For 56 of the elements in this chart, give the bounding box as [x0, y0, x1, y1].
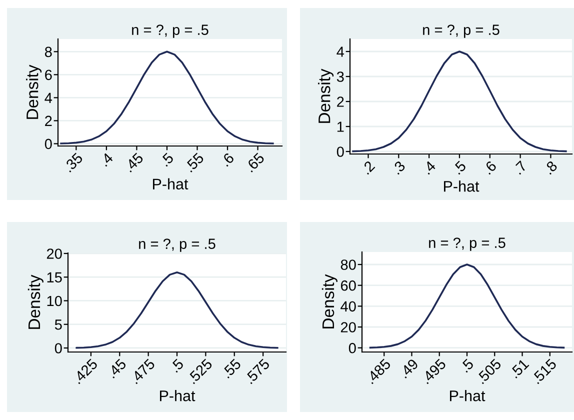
y-axis-title: Density: [26, 64, 42, 119]
x-tick-label: .65: [244, 152, 265, 173]
x-tick-label: .5: [460, 358, 474, 373]
chart-title: n = ?, p = .5: [132, 24, 208, 38]
x-tick-label: .45: [106, 358, 127, 379]
y-tick-label: 4: [44, 92, 52, 103]
y-tick-label: 0: [348, 342, 356, 354]
line-series: [60, 50, 274, 144]
line-series: [76, 271, 278, 349]
x-tick-label: .45: [124, 152, 144, 173]
y-tick-label: 8: [44, 46, 52, 58]
y-tick-label: 0: [336, 146, 344, 157]
line-series: [369, 264, 565, 349]
y-axis-title: Density: [28, 274, 44, 329]
x-tick-label: .55: [184, 152, 204, 173]
y-axis-title: Density: [322, 274, 338, 328]
x-tick-label: .49: [398, 358, 419, 379]
x-tick-label: .6: [220, 152, 235, 167]
y-tick-label: 0: [44, 138, 52, 150]
y-tick-label: 1: [337, 122, 344, 132]
line-series: [352, 50, 567, 152]
y-tick-label: 2: [337, 96, 344, 107]
x-axis-title: P-hat: [444, 180, 480, 192]
y-tick-label: 4: [336, 46, 344, 57]
x-axis-title: P-hat: [160, 390, 196, 402]
x-tick-label: .4: [99, 152, 114, 167]
y-tick-label: 80: [340, 260, 356, 270]
x-tick-label: .3: [391, 160, 406, 175]
chart-title: n = ?, p = .5: [423, 24, 500, 38]
x-tick-label: .35: [63, 152, 84, 173]
y-tick-label: 10: [47, 296, 62, 306]
chart-title: n = ?, p = .5: [139, 238, 216, 252]
x-tick-label: .5: [170, 358, 184, 373]
x-tick-label: .2: [360, 160, 376, 175]
y-tick-label: 5: [54, 320, 62, 330]
x-axis-title: P-hat: [152, 178, 188, 190]
x-tick-label: .6: [482, 160, 498, 175]
y-tick-label: 20: [340, 322, 356, 332]
y-tick-label: 20: [46, 248, 62, 259]
y-tick-label: 15: [47, 272, 62, 283]
x-tick-label: .8: [543, 160, 558, 175]
x-tick-label: .4: [422, 160, 436, 175]
y-tick-label: 40: [340, 301, 356, 312]
x-tick-label: .5: [452, 160, 467, 175]
y-axis-title: Density: [318, 68, 334, 123]
x-axis-title: P-hat: [450, 390, 486, 402]
y-tick-label: 60: [340, 280, 356, 291]
y-tick-label: 0: [54, 343, 62, 354]
chart-title: n = ?, p = .5: [429, 238, 506, 251]
y-tick-label: 2: [45, 116, 52, 126]
x-tick-label: .5: [160, 152, 174, 167]
y-tick-label: 6: [45, 70, 52, 80]
y-tick-label: 3: [336, 72, 344, 82]
x-tick-label: .7: [513, 160, 528, 175]
x-tick-label: .51: [509, 358, 530, 379]
x-tick-label: .55: [221, 358, 242, 379]
